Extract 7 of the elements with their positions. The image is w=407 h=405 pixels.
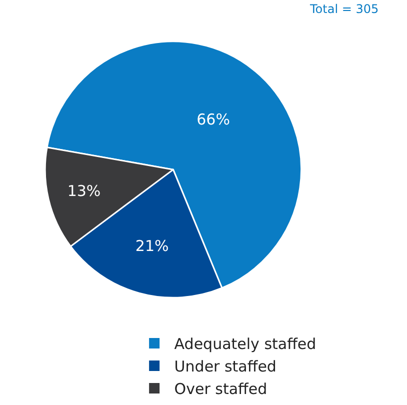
- legend-label: Adequately staffed: [174, 335, 316, 354]
- data-label: 13%: [67, 182, 101, 200]
- text: Total = 305: [309, 2, 379, 16]
- data-label: 21%: [135, 237, 169, 256]
- legend-label: Under staffed: [174, 358, 276, 376]
- legend-label: Over staffed: [174, 380, 268, 398]
- data-label: 66%: [196, 110, 230, 129]
